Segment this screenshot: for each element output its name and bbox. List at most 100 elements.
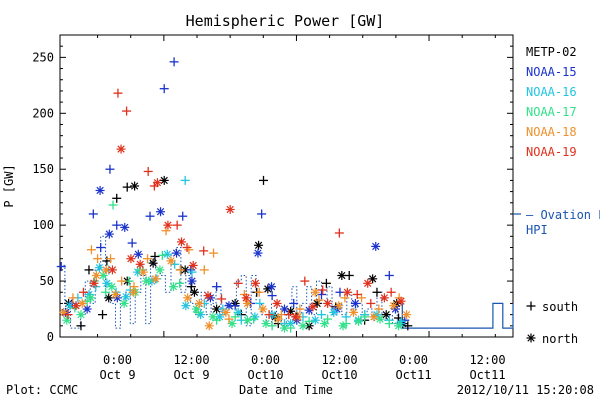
data-point-noaa-19-north — [225, 204, 235, 214]
y-tick-label: 100 — [32, 218, 54, 232]
data-point-noaa-18-north — [166, 256, 176, 266]
legend-noaa-18: NOAA-18 — [526, 125, 577, 139]
data-point-noaa-17-north — [242, 315, 252, 325]
data-point-noaa-18-south — [93, 254, 103, 264]
x-tick-time-label: 0:00 — [103, 353, 132, 367]
legend-north-marker — [526, 333, 536, 343]
data-point-noaa-19-north — [152, 178, 162, 188]
data-point-noaa-19-south — [199, 246, 209, 256]
data-point-noaa-16-south — [187, 267, 197, 277]
data-point-noaa-18-south — [68, 293, 78, 303]
data-point-noaa-15-north — [253, 248, 263, 258]
data-point-noaa-17-north — [86, 293, 96, 303]
data-point-noaa-18-north — [111, 289, 120, 299]
data-point-noaa-17-south — [360, 312, 370, 322]
x-tick-date-label: Oct 9 — [173, 368, 209, 382]
data-point-noaa-19-south — [300, 276, 310, 286]
legend-ovation-hpi-line2: HPI — [526, 223, 548, 237]
data-point-noaa-15-south — [257, 209, 267, 219]
data-point-noaa-18-north — [273, 314, 283, 324]
data-point-noaa-18-south — [314, 295, 324, 305]
data-point-noaa-15-south — [159, 84, 169, 94]
data-point-noaa-18-north — [194, 298, 204, 308]
data-point-noaa-15-north — [95, 185, 105, 195]
data-point-noaa-18-north — [59, 307, 69, 317]
data-point-noaa-17-south — [304, 316, 314, 326]
data-point-noaa-15-south — [96, 243, 106, 253]
data-point-noaa-17-north — [338, 321, 348, 331]
data-point-noaa-18-south — [254, 287, 264, 297]
data-point-noaa-17-north — [279, 323, 289, 333]
data-point-noaa-16-north — [162, 249, 172, 259]
data-point-noaa-17-south — [230, 312, 240, 322]
data-point-noaa-15-north — [172, 248, 182, 258]
data-point-noaa-18-south — [106, 254, 116, 264]
data-point-noaa-17-south — [249, 314, 259, 324]
data-point-noaa-18-north — [128, 287, 138, 297]
data-point-noaa-15-north — [224, 301, 234, 311]
data-point-noaa-17-south — [175, 278, 185, 288]
data-point-noaa-17-north — [298, 321, 308, 331]
x-axis-label: Date and Time — [239, 383, 333, 397]
data-point-noaa-17-north — [168, 282, 178, 292]
data-point-noaa-18-south — [295, 304, 305, 314]
data-point-noaa-15-north — [350, 298, 360, 308]
y-tick-label: 200 — [32, 106, 54, 120]
y-axis-label: P [GW] — [2, 164, 16, 207]
data-point-noaa-19-south — [217, 294, 227, 304]
data-point-noaa-17-north — [227, 319, 237, 329]
data-point-noaa-19-north — [203, 291, 213, 301]
data-point-noaa-15-north — [156, 207, 166, 217]
data-point-noaa-18-south — [117, 276, 127, 286]
x-tick-date-label: Oct10 — [247, 368, 283, 382]
data-point-metp-02-north — [254, 240, 264, 250]
x-tick-date-label: Oct11 — [395, 368, 431, 382]
data-point-noaa-17-north — [261, 319, 271, 329]
data-point-metp-02-north — [189, 287, 199, 297]
x-tick-date-label: Oct10 — [321, 368, 357, 382]
data-point-noaa-16-north — [102, 278, 112, 288]
data-point-noaa-18-north — [101, 265, 111, 275]
data-point-noaa-19-south — [386, 287, 396, 297]
data-point-noaa-19-south — [318, 285, 328, 295]
data-point-metp-02-south — [76, 321, 86, 331]
footer-plot-credit: Plot: CCMC — [6, 383, 78, 397]
data-point-noaa-19-south — [78, 287, 88, 297]
data-point-noaa-17-south — [384, 319, 394, 329]
data-points — [56, 57, 413, 333]
data-point-noaa-17-north — [62, 315, 72, 325]
x-tick-date-label: Oct 9 — [99, 368, 135, 382]
data-point-noaa-15-south — [56, 262, 66, 272]
data-point-noaa-19-north — [107, 265, 117, 275]
legend-north-label: north — [542, 332, 578, 346]
data-point-noaa-19-north — [363, 278, 373, 288]
data-point-noaa-15-north — [133, 249, 143, 259]
data-point-noaa-16-north — [94, 263, 104, 273]
data-point-noaa-17-south — [108, 200, 118, 210]
data-point-noaa-15-south — [145, 211, 155, 221]
data-point-noaa-19-south — [122, 106, 132, 116]
data-point-noaa-15-north — [104, 229, 114, 239]
data-point-metp-02-south — [122, 182, 132, 192]
data-point-noaa-17-north — [353, 316, 363, 326]
data-point-noaa-19-north — [126, 254, 136, 264]
y-tick-label: 0 — [47, 330, 54, 344]
data-point-noaa-18-north — [389, 301, 399, 311]
data-point-noaa-19-north — [323, 298, 333, 308]
data-point-noaa-18-north — [349, 307, 359, 317]
legend-noaa-15: NOAA-15 — [526, 65, 577, 79]
data-point-noaa-18-north — [334, 301, 344, 311]
data-point-noaa-19-north — [396, 296, 406, 306]
data-point-noaa-16-south — [316, 310, 326, 320]
data-point-noaa-18-north — [183, 293, 193, 303]
data-point-noaa-15-south — [105, 164, 115, 174]
data-point-metp-02-south — [259, 175, 268, 185]
data-point-noaa-19-south — [63, 310, 73, 320]
data-point-noaa-19-north — [135, 259, 145, 269]
data-point-metp-02-south — [321, 278, 331, 288]
data-point-noaa-18-south — [175, 265, 185, 275]
data-point-noaa-19-north — [308, 302, 318, 312]
data-point-noaa-17-north — [141, 276, 151, 286]
data-point-noaa-17-south — [157, 250, 167, 260]
data-point-noaa-15-south — [267, 291, 277, 301]
